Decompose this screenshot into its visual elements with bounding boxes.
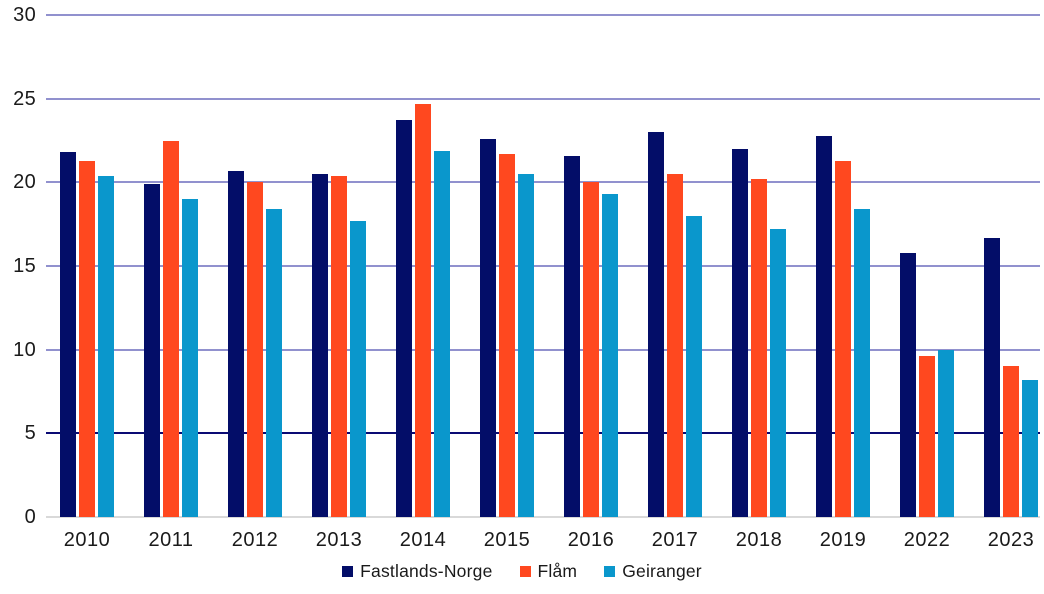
bar-geiranger-2016: [602, 194, 618, 517]
legend-swatch-icon: [604, 566, 616, 577]
bar-geiranger-2023: [1022, 379, 1038, 517]
gridline: [46, 14, 1040, 16]
bar-group-2017: [648, 15, 702, 517]
bar-group-2018: [732, 15, 786, 517]
x-axis-tick-label: 2013: [315, 529, 363, 551]
gridline-emphasized: [46, 432, 1040, 435]
bar-group-2014: [396, 15, 450, 517]
bar-fl-m-2018: [751, 179, 767, 517]
bar-fl-m-2012: [247, 182, 263, 517]
bar-fastlands-norge-2013: [312, 174, 328, 517]
bar-geiranger-2013: [350, 220, 366, 517]
bar-group-2022: [900, 15, 954, 517]
bar-fastlands-norge-2019: [816, 135, 832, 517]
bar-geiranger-2018: [770, 229, 786, 517]
bar-group-2016: [564, 15, 618, 517]
x-axis-tick-label: 2010: [63, 529, 111, 551]
bar-fl-m-2022: [919, 356, 935, 517]
bar-group-2015: [480, 15, 534, 517]
legend-label: Fastlands-Norge: [360, 561, 493, 581]
bar-geiranger-2012: [266, 209, 282, 517]
legend-swatch-icon: [519, 566, 531, 577]
bar-fl-m-2010: [79, 160, 95, 517]
legend-item-fastlands-norge[interactable]: Fastlands-Norge: [342, 561, 492, 582]
bar-fastlands-norge-2015: [480, 138, 496, 517]
bar-fastlands-norge-2010: [60, 152, 76, 517]
bar-fastlands-norge-2022: [900, 252, 916, 517]
x-axis-tick-label: 2011: [148, 529, 194, 551]
bar-geiranger-2015: [518, 174, 534, 517]
x-axis-tick-label: 2022: [903, 529, 951, 551]
x-axis-tick-label: 2019: [819, 529, 867, 551]
bar-geiranger-2011: [182, 199, 198, 517]
bar-geiranger-2010: [98, 175, 114, 517]
gridline: [46, 97, 1040, 100]
legend: Fastlands-Norge Flåm Geiranger: [0, 561, 1044, 582]
y-axis-tick-label: 25: [13, 87, 36, 110]
x-axis-tick-label: 2016: [567, 529, 615, 551]
y-axis-tick-label: 15: [13, 255, 36, 277]
x-axis-tick-label: 2023: [987, 529, 1035, 551]
bar-fastlands-norge-2023: [984, 237, 1000, 517]
bar-group-2019: [816, 15, 870, 517]
legend-label: Geiranger: [622, 561, 702, 581]
bar-fl-m-2017: [667, 174, 683, 517]
bar-geiranger-2022: [938, 349, 954, 517]
bar-group-2010: [60, 15, 114, 517]
x-axis-tick-label: 2017: [651, 529, 699, 551]
bar-fl-m-2011: [163, 140, 179, 517]
bar-group-2011: [144, 15, 198, 517]
gridline: [46, 181, 1040, 184]
bar-fastlands-norge-2012: [228, 170, 244, 517]
gridline: [46, 265, 1040, 267]
bar-group-2023: [984, 15, 1038, 517]
legend-item-geiranger[interactable]: Geiranger: [604, 561, 702, 582]
bar-geiranger-2017: [686, 215, 702, 517]
bar-fastlands-norge-2018: [732, 148, 748, 517]
x-axis-line: [46, 516, 1040, 518]
x-axis-tick-label: 2012: [231, 529, 279, 551]
bar-fl-m-2019: [835, 160, 851, 517]
gridline: [46, 348, 1040, 351]
bar-fastlands-norge-2016: [564, 155, 580, 517]
bar-fastlands-norge-2017: [648, 132, 664, 517]
y-axis-tick-label: 20: [13, 171, 36, 194]
bar-fastlands-norge-2011: [144, 184, 160, 517]
bar-geiranger-2014: [434, 150, 450, 517]
y-axis-tick-label: 10: [13, 338, 36, 361]
y-axis-tick-label: 5: [24, 422, 36, 445]
bar-fastlands-norge-2014: [396, 120, 412, 517]
bar-fl-m-2014: [415, 103, 431, 517]
bar-fl-m-2016: [583, 182, 599, 517]
bar-group-2012: [228, 15, 282, 517]
bar-fl-m-2023: [1003, 366, 1019, 517]
bar-fl-m-2013: [331, 175, 347, 517]
y-axis-tick-label: 30: [13, 4, 36, 26]
bar-fl-m-2015: [499, 153, 515, 517]
plot-area: [46, 14, 1040, 518]
bar-group-2013: [312, 15, 366, 517]
x-axis-tick-label: 2014: [399, 529, 447, 551]
bar-geiranger-2019: [854, 209, 870, 517]
x-axis-tick-label: 2018: [735, 529, 783, 551]
legend-label: Flåm: [537, 561, 578, 581]
x-axis-tick-label: 2015: [483, 529, 531, 551]
y-axis-tick-label: 0: [24, 506, 36, 528]
legend-swatch-icon: [342, 566, 354, 577]
legend-item-fl-m[interactable]: Flåm: [519, 561, 578, 582]
